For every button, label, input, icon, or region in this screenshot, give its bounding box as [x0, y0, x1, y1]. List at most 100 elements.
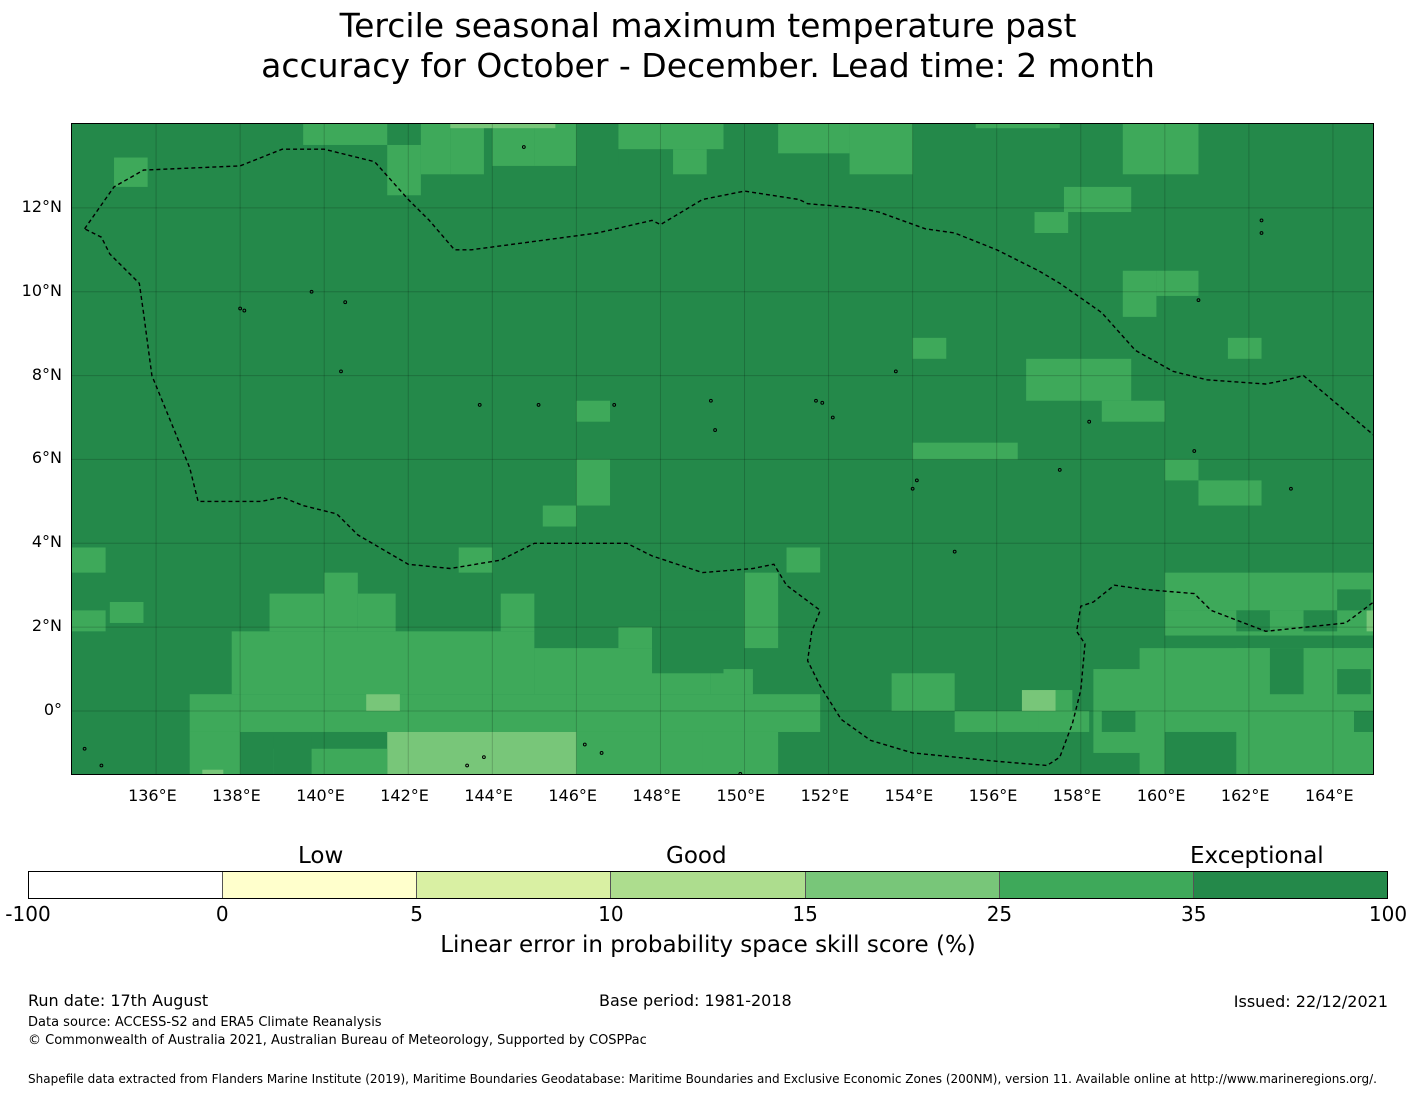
skill-cell-good-high [1101, 400, 1165, 422]
skill-cell-exceptional [1337, 669, 1371, 695]
skill-cell-good-high [1026, 358, 1132, 401]
skill-cell-good-high [1122, 270, 1157, 317]
island-marker [99, 763, 104, 768]
skill-cell-good-high [1198, 480, 1262, 506]
island-marker [1087, 419, 1092, 424]
lon-tick-label: 148°E [632, 786, 682, 805]
island-marker [521, 145, 526, 149]
skill-cell-good-high [109, 601, 144, 623]
skill-cell-exceptional [1337, 589, 1371, 611]
lat-tick-label: 0° [43, 700, 62, 719]
data-source: Data source: ACCESS-S2 and ERA5 Climate … [28, 1015, 382, 1030]
island-marker [1196, 298, 1201, 303]
skill-cell-exceptional [1164, 731, 1237, 774]
island-marker [914, 478, 919, 483]
island-marker [238, 306, 243, 311]
island-marker [339, 369, 343, 374]
skill-cell-good-high [1034, 212, 1069, 234]
colorbar-tick: 35 [1180, 902, 1207, 926]
colorbar-heading-good: Good [666, 843, 727, 869]
island-marker [830, 415, 835, 420]
lat-tick-label: 4°N [31, 532, 62, 552]
lon-tick-label: 144°E [464, 786, 513, 805]
skill-cell-good-high [387, 144, 421, 196]
skill-cell-good-high [1164, 459, 1199, 481]
island-marker [612, 403, 617, 407]
skill-cell-good-high [1122, 124, 1199, 175]
island-marker [82, 746, 87, 751]
skill-cell-good-high [1236, 648, 1270, 695]
skill-cell-good-high [744, 694, 821, 732]
skill-cell-good-high [189, 694, 493, 732]
island-marker [536, 403, 541, 407]
skill-cell-good-high [849, 124, 913, 175]
colorbar-label: Linear error in probability space skill … [440, 932, 976, 958]
island-marker [893, 369, 898, 374]
skill-cell-good-high [618, 124, 724, 150]
island-marker [1259, 231, 1264, 235]
skill-cell-good-high [189, 731, 241, 774]
colorbar-segment-2 [417, 872, 612, 898]
skill-cell-good-high [576, 400, 611, 422]
skill-cell-good-high [975, 124, 1060, 129]
island-marker [952, 549, 957, 554]
skill-cell-good-mid [450, 124, 556, 129]
skill-cell-good-mid [366, 694, 400, 712]
colorbar-segment-4 [805, 872, 1000, 898]
skill-cell-good-high [1227, 337, 1262, 359]
skill-cell-good-high [450, 124, 484, 175]
skill-cell-exceptional [1353, 711, 1373, 732]
island-marker [465, 763, 470, 768]
colorbar-segment-5 [999, 872, 1194, 898]
colorbar [28, 871, 1388, 899]
skill-cell-good-high [269, 593, 325, 632]
skill-cell-good-high [357, 593, 396, 632]
colorbar-tick: 0 [215, 902, 229, 926]
island-marker [1192, 449, 1197, 453]
skill-cell-good-high [72, 610, 106, 632]
lon-tick-label: 164°E [1304, 786, 1354, 805]
colorbar-segment-1 [223, 872, 418, 898]
skill-cell-good-mid [433, 736, 526, 774]
skill-cell-exceptional [1101, 711, 1136, 732]
lon-tick-label: 152°E [800, 786, 850, 805]
colorbar-tick: 25 [986, 902, 1013, 926]
island-marker [1259, 218, 1264, 223]
lat-tick-label: 2°N [31, 616, 62, 636]
chart-title: Tercile seasonal maximum temperature pas… [0, 6, 1416, 86]
island-marker [582, 742, 587, 747]
lat-tick-label: 10°N [21, 280, 62, 300]
skill-cell-good-high [618, 627, 653, 649]
skill-cell-good-high [303, 124, 388, 145]
colorbar-tick: -100 [5, 902, 51, 926]
island-marker [1057, 468, 1062, 472]
skill-cell-exceptional [652, 610, 724, 674]
skill-cell-good-mid [202, 769, 224, 774]
skill-cell-good-high [420, 124, 451, 175]
skill-cell-exceptional [1236, 610, 1270, 632]
colorbar-tick: 100 [1368, 902, 1408, 926]
skill-cell-good-high [912, 442, 1018, 460]
colorbar-tick: 15 [792, 902, 818, 926]
skill-cell-good-high [492, 124, 535, 166]
lon-tick-label: 158°E [1052, 786, 1102, 805]
skill-cell-good-high [500, 593, 535, 632]
issued-date: Issued: 22/12/2021 [1233, 992, 1388, 1011]
lon-tick-label: 140°E [296, 786, 345, 805]
island-marker [738, 772, 743, 774]
island-marker [242, 308, 247, 313]
skill-cell-exceptional [273, 736, 312, 774]
skill-cell-good-high [912, 337, 947, 359]
lat-tick-label: 12°N [21, 196, 62, 216]
copyright-notice: © Commonwealth of Australia 2021, Austra… [28, 1033, 647, 1048]
skill-cell-good-high [458, 547, 493, 573]
island-marker [820, 400, 825, 405]
skill-cell-exceptional [1269, 648, 1304, 695]
title-line-2: accuracy for October - December. Lead ti… [261, 46, 1155, 85]
island-marker [477, 403, 482, 407]
skill-cell-good-high [778, 124, 850, 154]
eez-boundary-line [84, 148, 1373, 767]
skill-cell-good-high [1156, 270, 1199, 296]
lon-tick-label: 146°E [548, 786, 598, 805]
run-date: Run date: 17th August [28, 991, 209, 1010]
